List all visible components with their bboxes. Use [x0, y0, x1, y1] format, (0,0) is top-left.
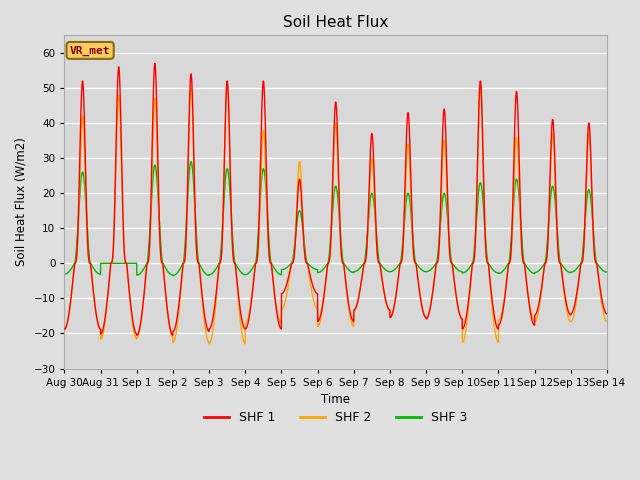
X-axis label: Time: Time	[321, 393, 350, 406]
Title: Soil Heat Flux: Soil Heat Flux	[283, 15, 388, 30]
Legend: SHF 1, SHF 2, SHF 3: SHF 1, SHF 2, SHF 3	[198, 406, 473, 429]
Y-axis label: Soil Heat Flux (W/m2): Soil Heat Flux (W/m2)	[15, 137, 28, 266]
Text: VR_met: VR_met	[70, 45, 110, 56]
